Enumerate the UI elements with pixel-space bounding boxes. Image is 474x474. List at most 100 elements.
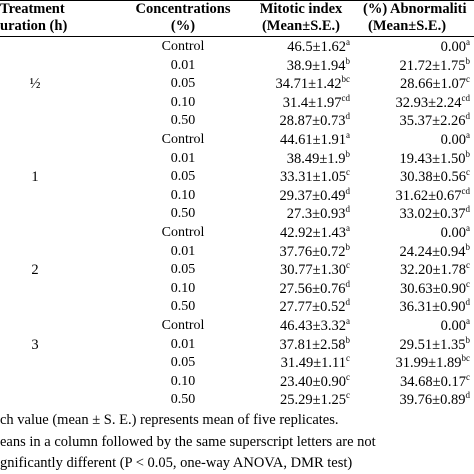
mitotic-index-superscript: d <box>345 278 351 289</box>
mitotic-index-value: 27.77±0.52 <box>279 299 346 316</box>
mitotic-index-value: 46.5±1.62 <box>287 39 346 55</box>
abnormality-value: 24.24±0.94 <box>399 243 466 260</box>
concentration-cell: Control <box>161 39 205 54</box>
mitotic-index-value: 23.40±0.90 <box>280 373 346 390</box>
abnormality-value: 32.20±1.78 <box>400 262 466 279</box>
mitotic-index-cell: 38.9±1.94b <box>200 56 350 75</box>
concentration-cell: 0.01 <box>170 243 196 259</box>
mitotic-index-cell: 44.61±1.91a <box>200 131 350 149</box>
abnormality-value: 32.93±2.24 <box>395 94 462 111</box>
mitotic-index-superscript: a <box>346 130 350 140</box>
abnormality-superscript: b <box>465 241 471 252</box>
mitotic-index-superscript: a <box>346 223 350 233</box>
mitotic-index-cell: 28.87±0.73d <box>200 112 350 130</box>
concentration-cell: 0.10 <box>170 280 196 296</box>
footnote-2: eans in a column followed by the same su… <box>0 434 376 450</box>
abnormality-superscript: c <box>466 278 470 289</box>
abnormality-superscript: cd <box>461 92 471 103</box>
concentration-cell: Control <box>161 132 205 147</box>
mitotic-index-value: 27.3±0.93 <box>286 206 346 223</box>
mitotic-index-cell: 23.40±0.90c <box>200 372 350 391</box>
abnormality-superscript: a <box>466 130 470 140</box>
header-conc-line1: Concentrations <box>135 1 231 17</box>
duration-group-label: 1 <box>31 169 39 186</box>
mitotic-index-value: 38.9±1.94 <box>286 57 346 74</box>
header-ab-line1: (%) Abnormaliti <box>363 1 467 17</box>
header-treatment-line1: Treatment <box>0 1 65 17</box>
abnormality-value: 36.31±0.90 <box>399 299 466 316</box>
abnormality-value: 21.72±1.75 <box>399 57 466 74</box>
abnormality-superscript: bc <box>461 353 471 364</box>
abnormality-value: 29.51±1.35 <box>399 336 466 353</box>
concentration-cell: Control <box>161 318 205 333</box>
mitotic-index-value: 37.76±0.72 <box>279 243 346 260</box>
mitotic-index-value: 42.92±1.43 <box>280 225 346 241</box>
mitotic-index-value: 25.29±1.25 <box>280 392 346 409</box>
header-mi-line1: Mitotic index <box>259 1 343 17</box>
header-ab-line2: (Mean±S.E.) <box>368 18 447 34</box>
abnormality-cell: 28.66±1.07c <box>330 75 470 93</box>
mitotic-index-superscript: b <box>345 148 351 159</box>
mitotic-index-value: 28.87±0.73 <box>279 113 346 130</box>
mitotic-index-value: 29.37±0.49 <box>279 187 346 204</box>
abnormality-value: 39.76±0.89 <box>399 392 466 409</box>
concentration-cell: 0.05 <box>170 169 196 185</box>
mitotic-index-cell: 42.92±1.43a <box>200 224 350 242</box>
concentration-cell: 0.50 <box>170 299 196 315</box>
abnormality-cell: 0.00a <box>330 38 470 56</box>
abnormality-superscript: b <box>465 334 471 345</box>
abnormality-superscript: cd <box>461 185 471 196</box>
abnormality-value: 0.00 <box>440 225 466 241</box>
header-conc-line2: (%) <box>170 18 196 34</box>
abnormality-value: 34.68±0.17 <box>400 373 466 390</box>
abnormality-superscript: c <box>466 74 470 85</box>
header-mi-line2: (Mean±S.E.) <box>261 18 341 34</box>
concentration-cell: 0.10 <box>170 187 196 203</box>
abnormality-cell: 0.00a <box>330 224 470 242</box>
mitotic-index-superscript: c <box>346 353 350 364</box>
mitotic-index-cell: 30.77±1.30c <box>200 261 350 279</box>
abnormality-value: 30.38±0.56 <box>400 169 466 186</box>
mitotic-index-cell: 46.5±1.62a <box>200 38 350 56</box>
abnormality-cell: 31.62±0.67cd <box>330 185 471 205</box>
mitotic-index-value: 34.71±1.42 <box>275 76 342 93</box>
abnormality-superscript: b <box>465 148 471 159</box>
mitotic-index-cell: 38.49±1.9b <box>200 148 351 168</box>
footnote-3: gnificantly different (P < 0.05, one-way… <box>0 455 353 471</box>
abnormality-value: 19.43±1.50 <box>399 150 466 167</box>
mitotic-index-cell: 27.56±0.76d <box>200 278 351 298</box>
duration-group-label: 2 <box>31 262 39 279</box>
abnormality-superscript: d <box>465 297 471 308</box>
mitotic-index-superscript: b <box>345 334 351 345</box>
concentration-cell: 0.50 <box>170 392 196 408</box>
abnormality-value: 0.00 <box>440 318 466 334</box>
abnormality-superscript: d <box>465 390 471 401</box>
duration-group-label: ½ <box>29 76 41 93</box>
concentration-cell: 0.10 <box>170 373 196 389</box>
mitotic-index-superscript: c <box>346 260 350 271</box>
mitotic-index-cell: 33.31±1.05c <box>200 168 350 186</box>
concentration-cell: 0.05 <box>170 76 196 92</box>
mitotic-index-cell: 31.4±1.97cd <box>200 93 350 112</box>
mitotic-index-cell: 37.76±0.72b <box>200 242 350 261</box>
abnormality-superscript: c <box>466 260 470 271</box>
mitotic-index-cell: 37.81±2.58b <box>200 334 351 354</box>
mitotic-index-value: 37.81±2.58 <box>279 336 346 353</box>
abnormality-value: 0.00 <box>440 39 466 55</box>
abnormality-cell: 32.20±1.78c <box>330 261 470 279</box>
concentration-cell: 0.05 <box>170 355 196 371</box>
mitotic-index-cell: 27.3±0.93d <box>200 205 350 223</box>
concentration-cell: 0.05 <box>170 262 196 278</box>
abnormality-superscript: a <box>466 223 470 233</box>
concentration-cell: 0.50 <box>170 113 196 129</box>
mitotic-index-superscript: d <box>345 297 351 308</box>
table-top-rule <box>0 0 474 1</box>
mitotic-index-value: 30.77±1.30 <box>280 262 346 279</box>
abnormality-cell: 0.00a <box>330 131 470 149</box>
mitotic-index-cell: 31.49±1.11c <box>200 354 350 372</box>
abnormality-superscript: c <box>466 371 470 382</box>
abnormality-cell: 21.72±1.75b <box>330 56 470 75</box>
mitotic-index-superscript: a <box>346 316 350 326</box>
abnormality-cell: 24.24±0.94b <box>330 241 471 261</box>
abnormality-value: 31.62±0.67 <box>395 187 462 204</box>
